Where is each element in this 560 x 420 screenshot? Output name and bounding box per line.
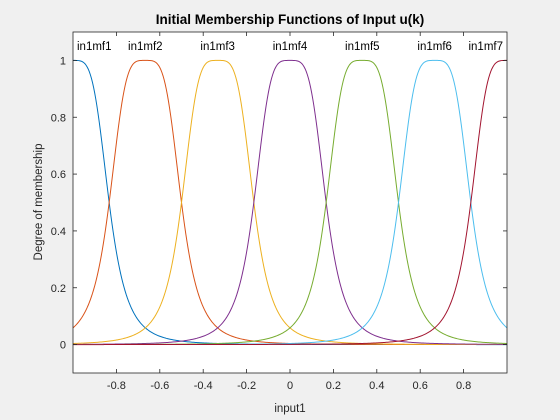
x-tick-label: -0.4 <box>194 380 213 392</box>
x-tick-label: -0.6 <box>150 380 169 392</box>
y-tick-label: 0 <box>60 340 66 352</box>
x-tick-label: 0.6 <box>413 380 428 392</box>
y-tick-label: 0.8 <box>51 112 66 124</box>
x-tick-label: 0.8 <box>456 380 471 392</box>
mf-label-in1mf1: in1mf1 <box>77 41 112 53</box>
chart-title: Initial Membership Functions of Input u(… <box>156 12 425 27</box>
x-tick-label: 0.4 <box>369 380 384 392</box>
mf-label-in1mf2: in1mf2 <box>128 41 163 53</box>
y-tick-label: 0.2 <box>51 283 66 295</box>
mf-label-in1mf5: in1mf5 <box>345 41 380 53</box>
x-tick-label: -0.2 <box>237 380 256 392</box>
mf-label-in1mf4: in1mf4 <box>273 41 308 53</box>
y-axis: 0 0.2 0.4 0.6 0.8 1 <box>51 55 507 352</box>
series-line-in1mf7 <box>73 59 507 346</box>
y-tick-label: 0.4 <box>51 226 66 238</box>
y-axis-label: Degree of membership <box>33 144 45 261</box>
x-tick-label: -0.8 <box>107 380 126 392</box>
x-tick-label: 0.2 <box>326 380 341 392</box>
x-axis-label: input1 <box>274 403 305 415</box>
x-axis: -0.8 -0.6 -0.4 -0.2 0 0.2 0.4 0.6 0.8 <box>107 32 471 392</box>
curve-group <box>73 59 507 346</box>
series-line-in1mf4 <box>73 59 507 345</box>
mf-label-in1mf7: in1mf7 <box>468 41 503 53</box>
y-tick-label: 1 <box>60 55 66 67</box>
mf-label-in1mf3: in1mf3 <box>200 41 235 53</box>
x-tick-label: 0 <box>287 380 293 392</box>
plot-area <box>73 32 507 373</box>
y-tick-label: 0.6 <box>51 169 66 181</box>
mf-labels: in1mf1 in1mf2 in1mf3 in1mf4 in1mf5 in1mf6 in1m… <box>77 41 503 53</box>
mf-label-in1mf6: in1mf6 <box>417 41 452 53</box>
